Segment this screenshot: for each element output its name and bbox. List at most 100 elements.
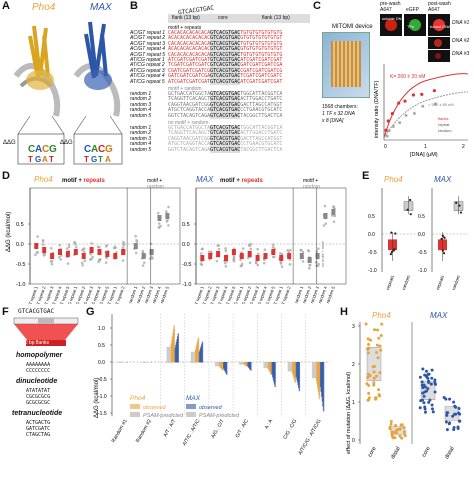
h-point xyxy=(398,434,402,438)
h-point xyxy=(445,428,449,432)
panel-e-chart: Pho4 MAX 0.5 0.0 -0.5 -1.0 repeats random 0.5 0… xyxy=(368,175,468,291)
h-point xyxy=(367,396,371,400)
panelb-no-motif: no motif + random xyxy=(168,120,209,126)
g-max-bar xyxy=(177,333,179,363)
d-point xyxy=(80,261,84,265)
c-xlabel: [DNA] (µM) xyxy=(410,152,438,158)
h-xlabel-core-pho4: core xyxy=(367,446,378,458)
d-point xyxy=(201,247,204,251)
panel-label-e: E xyxy=(362,170,370,182)
sequence-row: random 4 ATGCTCAGGTACCAGTCACGTGACCCTGAACG… xyxy=(130,107,283,114)
svg-text:T: T xyxy=(28,155,33,164)
svg-text:G: G xyxy=(35,155,41,164)
e-xlabel-random: random xyxy=(401,274,411,290)
g-max-bar xyxy=(226,362,228,375)
h-point xyxy=(452,400,456,404)
panel-g-chart: ΔΔG (kcal/mol) 1.0 0.5 0.0 -0.5 -1.0 -1.5 Rand… xyxy=(94,314,330,456)
svg-text:C: C xyxy=(28,144,35,155)
e-point xyxy=(406,208,409,211)
d-motif-random-pho4-b: random xyxy=(147,184,164,190)
h-max-title: MAX xyxy=(430,311,448,320)
d-point xyxy=(134,234,137,238)
g-pho4-bar xyxy=(318,362,321,400)
h-point xyxy=(375,343,379,347)
d-median xyxy=(157,215,162,221)
d-point xyxy=(156,211,160,215)
d-median xyxy=(331,209,336,215)
panel-label-g: G xyxy=(86,306,95,318)
h-point xyxy=(389,420,393,424)
sequence-row: random 5 GGTCTACAGTCAGAGTCACGTGACTACGGCTT… xyxy=(130,146,283,153)
h-point xyxy=(377,388,381,392)
d-point xyxy=(279,261,283,264)
e-ytick: -0.5 xyxy=(368,250,377,256)
sequence-row: random 5 GGTCTACAGTCAGAGTCACGTGACTACGGCTT… xyxy=(130,112,283,119)
g-psam-bar xyxy=(118,362,123,363)
e-point xyxy=(440,237,443,241)
d-point xyxy=(279,252,282,255)
postwash-label: post-wash xyxy=(428,1,451,7)
egfp-label: eGFP xyxy=(406,7,420,13)
h-point xyxy=(448,397,452,401)
d-point xyxy=(308,266,311,270)
g-legend-max-psam: PSAM-predicted xyxy=(199,413,240,419)
h-point xyxy=(366,351,370,355)
sequence-row: AT/CG repeat 1 ATCGATCGATCGATGTCACGTGACAT… xyxy=(130,57,283,63)
d-xlabel: random 5 xyxy=(159,285,170,304)
h-point xyxy=(430,376,434,380)
e-xlabel-random: random xyxy=(451,274,461,290)
h-point xyxy=(403,433,407,437)
panelb-core: core xyxy=(218,15,228,21)
g-psam-bar xyxy=(166,346,171,363)
g-pho4-bar xyxy=(173,325,175,363)
d-point xyxy=(199,252,203,255)
d-point xyxy=(333,214,337,218)
d-point xyxy=(57,255,61,259)
h-ytick: 2 xyxy=(352,362,355,368)
g-pho4-bar xyxy=(246,362,248,367)
d-ylabel: ΔΔG (kcal/mol) xyxy=(6,212,12,252)
d-point xyxy=(246,256,250,260)
curve-point xyxy=(403,99,407,103)
g-xlabel: A/T : A/T xyxy=(162,418,177,438)
g-ytick: -1.0 xyxy=(98,394,107,400)
g-psam-bar xyxy=(311,362,316,379)
g-legend-pho4-psam: PSAM-predicted xyxy=(143,413,184,419)
d-median xyxy=(247,251,252,257)
c-xtick-1: 1 xyxy=(424,144,427,150)
g-pho4-bar xyxy=(222,362,224,371)
c-xtick-0: 0 xyxy=(384,144,387,150)
h-point xyxy=(379,334,383,338)
d-point xyxy=(324,222,328,225)
d-point xyxy=(113,245,117,248)
curve-point xyxy=(386,119,390,123)
h-point xyxy=(433,390,437,394)
h-point xyxy=(456,411,460,415)
tfs-label: TFs xyxy=(407,24,414,29)
ddg-label-pho4: ΔΔG xyxy=(3,140,16,146)
d-median xyxy=(81,253,86,259)
svg-text:G: G xyxy=(105,144,113,155)
g-ylabel: ΔΔG (kcal/mol) xyxy=(94,378,100,418)
g-max-bar xyxy=(322,362,325,412)
g-xlabel: Random #2 xyxy=(135,418,153,444)
panelb-motif-random: motif + random xyxy=(168,86,202,92)
d-median xyxy=(141,253,146,259)
d-ytick: 0.5 xyxy=(182,222,190,228)
d-point xyxy=(41,240,45,243)
h-xlabel-distal-pho4: distal xyxy=(390,446,402,460)
g-xlabel: A : A xyxy=(264,418,275,430)
d-point xyxy=(90,257,93,261)
d-median xyxy=(149,249,154,255)
d-point xyxy=(272,255,276,259)
sequence-row: random 1 GCTGACCATGGCTAGTCACGTGACTGGCATTA… xyxy=(130,125,283,131)
d-point xyxy=(280,265,284,268)
h-point xyxy=(447,422,451,426)
d-median xyxy=(323,213,328,219)
d-point xyxy=(157,226,161,229)
f-dinucleotide: dinucleotide xyxy=(16,378,58,385)
d-point xyxy=(121,259,125,262)
d-median xyxy=(121,249,126,255)
d-median xyxy=(65,251,70,257)
d-point xyxy=(83,250,86,254)
